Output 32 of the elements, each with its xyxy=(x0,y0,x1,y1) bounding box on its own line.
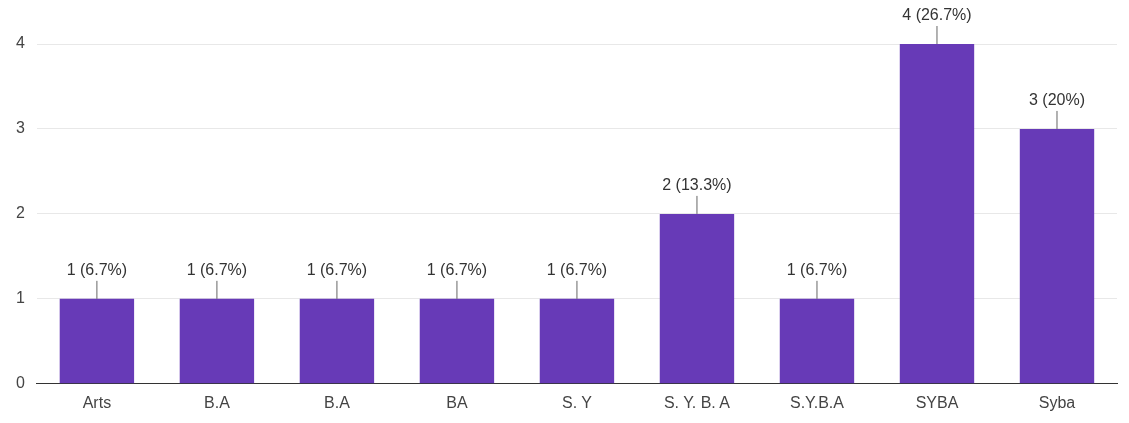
x-tick-label: BA xyxy=(446,393,468,411)
x-tick-label: S.Y.B.A xyxy=(789,393,845,411)
bar xyxy=(779,298,855,384)
data-label: 2 (13.3%) xyxy=(662,176,732,194)
x-tick-label: SYBA xyxy=(915,393,959,411)
x-tick-label: B.A xyxy=(324,393,351,411)
x-tick-label: S. Y xyxy=(561,393,593,411)
bar xyxy=(539,298,615,384)
data-label: 1 (6.7%) xyxy=(186,261,248,279)
data-label: 1 (6.7%) xyxy=(66,261,128,279)
bar xyxy=(1019,128,1095,384)
data-label: 3 (20%) xyxy=(1028,91,1086,109)
data-label: 4 (26.7%) xyxy=(902,6,972,24)
y-tick-label: 1 xyxy=(15,289,25,307)
bar xyxy=(299,298,375,384)
bar xyxy=(59,298,135,384)
y-tick-label: 4 xyxy=(15,34,25,52)
x-tick-label: S. Y. B. A xyxy=(663,393,731,411)
bar xyxy=(179,298,255,384)
bar xyxy=(899,44,975,384)
x-tick-label: Syba xyxy=(1038,393,1076,411)
y-tick-label: 3 xyxy=(15,119,25,137)
x-tick-label: Arts xyxy=(82,393,112,411)
x-tick-label: B.A xyxy=(204,393,231,411)
data-label: 1 (6.7%) xyxy=(546,261,608,279)
y-tick-label: 2 xyxy=(15,204,25,222)
y-tick-label: 0 xyxy=(15,374,25,392)
data-label: 1 (6.7%) xyxy=(426,261,488,279)
data-label: 1 (6.7%) xyxy=(786,261,848,279)
bar xyxy=(659,213,735,384)
bar xyxy=(419,298,495,384)
data-label: 1 (6.7%) xyxy=(306,261,368,279)
